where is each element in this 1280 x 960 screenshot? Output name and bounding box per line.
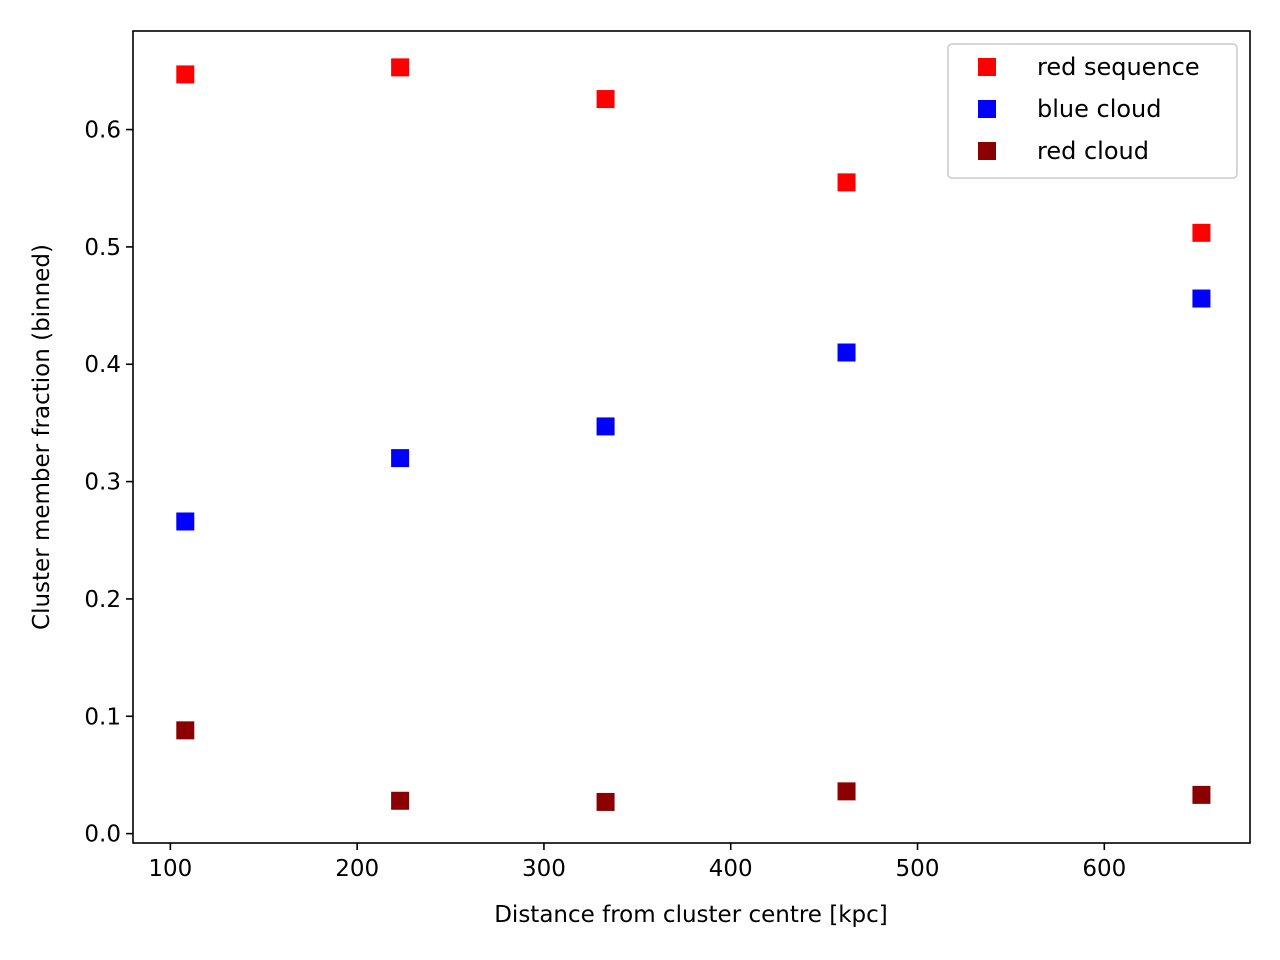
x-tick-label: 600 <box>1082 856 1126 882</box>
blue-cloud-point <box>1192 289 1211 308</box>
y-axis-label: Cluster member fraction (binned) <box>29 244 55 630</box>
y-tick-label: 0.0 <box>84 822 121 848</box>
blue-cloud-point <box>176 512 195 531</box>
blue-cloud-point <box>837 343 856 362</box>
plot-area-frame <box>132 30 1251 844</box>
red-cloud-point <box>176 721 195 740</box>
red-sequence-point <box>176 65 195 84</box>
red-sequence-point <box>1192 223 1211 242</box>
y-tick-label: 0.6 <box>84 118 121 144</box>
data-points <box>176 58 1211 811</box>
y-tick-label: 0.1 <box>84 704 121 730</box>
y-tick-label: 0.3 <box>84 470 121 496</box>
red-cloud-point <box>837 782 856 801</box>
legend-marker-blue-cloud <box>978 100 996 118</box>
red-cloud-point <box>391 791 410 810</box>
legend-marker-red-cloud <box>978 142 996 160</box>
red-sequence-point <box>837 173 856 192</box>
red-sequence-point <box>596 90 615 109</box>
x-tick-label: 100 <box>148 856 192 882</box>
legend-label-red-sequence: red sequence <box>1037 53 1200 81</box>
legend-label-red-cloud: red cloud <box>1037 137 1149 165</box>
x-axis-ticks: 100 200 300 400 500 600 <box>148 843 1126 882</box>
y-axis-ticks: 0.0 0.1 0.2 0.3 0.4 0.5 0.6 <box>84 118 133 848</box>
red-cloud-point <box>596 792 615 811</box>
x-tick-label: 500 <box>896 856 940 882</box>
x-tick-label: 300 <box>522 856 566 882</box>
y-tick-label: 0.2 <box>84 587 121 613</box>
blue-cloud-point <box>596 417 615 436</box>
legend-box <box>947 43 1238 179</box>
red-cloud-point <box>1192 785 1211 804</box>
y-tick-label: 0.5 <box>84 235 121 261</box>
legend-marker-red-sequence <box>978 58 996 76</box>
x-tick-label: 400 <box>709 856 753 882</box>
legend-label-blue-cloud: blue cloud <box>1037 95 1162 123</box>
red-sequence-point <box>391 58 410 77</box>
blue-cloud-point <box>391 449 410 468</box>
x-tick-label: 200 <box>335 856 379 882</box>
y-tick-label: 0.4 <box>84 352 121 378</box>
legend: red sequence blue cloud red cloud <box>947 43 1238 179</box>
x-axis-label: Distance from cluster centre [kpc] <box>494 902 888 928</box>
